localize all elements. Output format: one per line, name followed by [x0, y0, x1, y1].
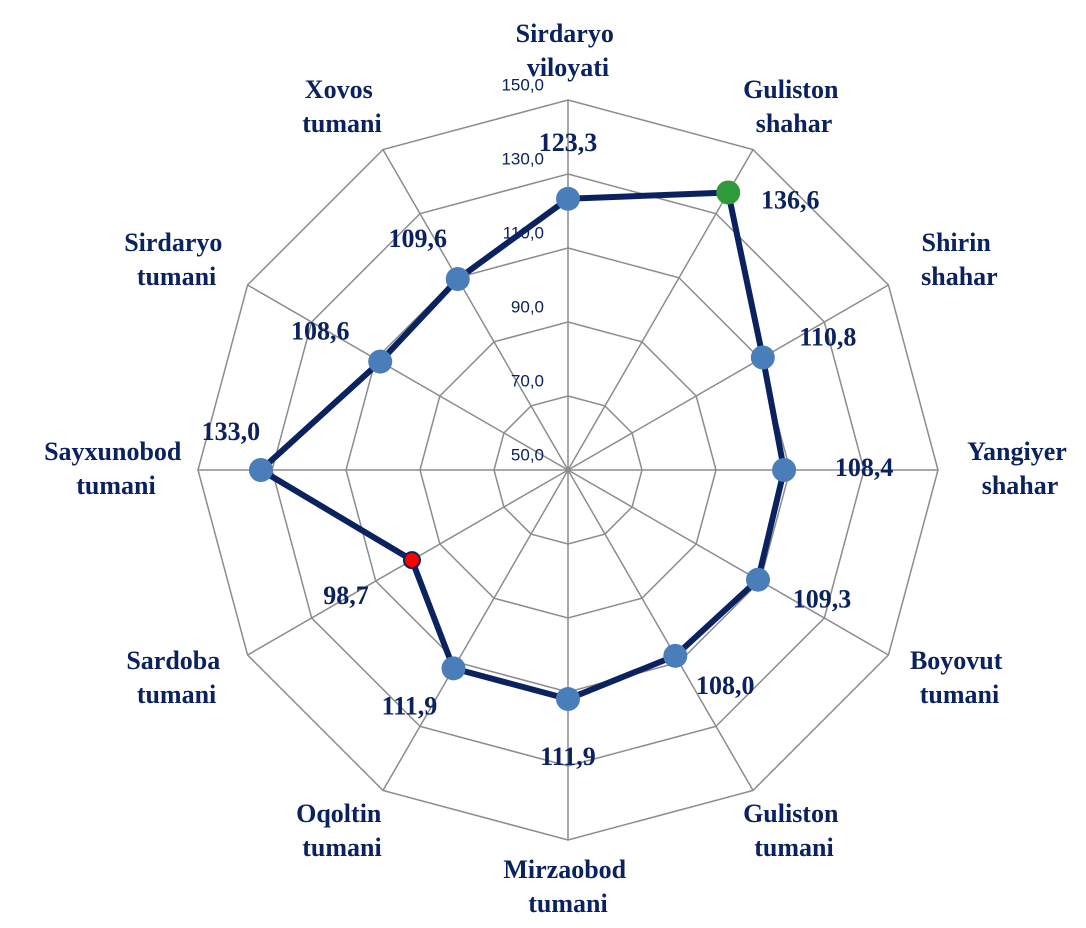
r-tick-label: 130,0 [501, 149, 544, 168]
spoke [382, 149, 569, 471]
category-label: Sayxunobod tumani [44, 437, 188, 500]
r-tick-label: 70,0 [511, 371, 544, 390]
marker [750, 345, 775, 370]
category-label: Boyovut tumani [910, 646, 1009, 709]
category-label: Yangiyer shahar [967, 437, 1073, 500]
data-label: 108,4 [835, 453, 894, 482]
r-tick-label: 90,0 [511, 297, 544, 316]
marker [663, 643, 688, 668]
marker [716, 180, 741, 205]
r-tick-label: 150,0 [501, 75, 544, 94]
spoke [567, 149, 754, 471]
category-label: Guliston tumani [743, 799, 845, 862]
category-label: Xovos tumani [302, 75, 381, 138]
marker [556, 687, 580, 712]
data-label: 109,6 [388, 224, 447, 253]
category-label: Sirdaryo tumani [124, 228, 229, 291]
category-label: Oqoltin tumani [296, 799, 388, 862]
category-label: Sardoba tumani [126, 646, 226, 709]
marker [556, 186, 580, 211]
marker [445, 267, 470, 292]
data-label: 133,0 [202, 417, 261, 446]
spoke [567, 469, 889, 656]
spoke [567, 284, 889, 471]
r-tick-label: 50,0 [511, 445, 544, 464]
spoke [247, 284, 569, 471]
data-label: 108,0 [696, 671, 755, 700]
marker [402, 551, 421, 570]
category-label: Guliston shahar [743, 75, 845, 138]
data-label: 98,7 [323, 581, 369, 610]
data-label: 136,6 [761, 185, 820, 214]
data-label: 110,8 [799, 322, 856, 351]
marker [441, 656, 466, 681]
data-label: 111,9 [382, 691, 438, 720]
marker [248, 458, 273, 482]
category-label: Shirin shahar [921, 228, 998, 291]
category-label: Mirzaobod tumani [503, 855, 632, 918]
data-label: 111,9 [540, 742, 596, 771]
spoke [382, 469, 569, 791]
marker [368, 349, 393, 374]
marker [746, 567, 771, 592]
category-label: Sirdaryo viloyati [516, 19, 621, 82]
spoke [567, 469, 754, 791]
data-label: 109,3 [793, 585, 852, 614]
data-label: 108,6 [291, 317, 350, 346]
marker [772, 458, 797, 482]
data-label: 123,3 [539, 128, 598, 157]
